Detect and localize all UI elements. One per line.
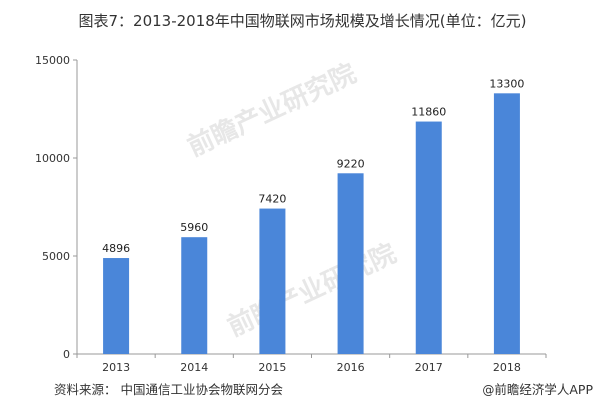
data-label: 4896 [102,242,130,255]
x-tick-label: 2016 [337,361,365,374]
credit-note: @前瞻经济学人APP [482,379,593,398]
x-tick-label: 2017 [415,361,443,374]
bar [337,173,364,354]
y-tick-label: 0 [63,348,70,361]
data-label: 7420 [258,193,286,206]
at-symbol: @ [482,383,495,397]
bar [181,237,208,354]
credit-text: 前瞻经济学人APP [494,382,593,397]
x-tick-label: 2018 [493,361,521,374]
chart-title: 图表7：2013-2018年中国物联网市场规模及增长情况(单位：亿元) [78,12,527,30]
data-label: 9220 [337,157,365,170]
bar [415,121,442,354]
data-label: 5960 [180,221,208,234]
source-note: 资料来源： 中国通信工业协会物联网分会 [54,382,283,397]
bar [103,258,130,354]
x-tick-label: 2015 [258,361,286,374]
bar [259,208,286,354]
data-label: 11860 [411,106,446,119]
y-tick-label: 15000 [35,54,70,67]
x-tick-label: 2014 [180,361,208,374]
y-tick-label: 5000 [42,250,70,263]
data-label: 13300 [489,77,524,90]
y-tick-label: 10000 [35,152,70,165]
x-tick-label: 2013 [102,361,130,374]
bar [493,93,520,354]
